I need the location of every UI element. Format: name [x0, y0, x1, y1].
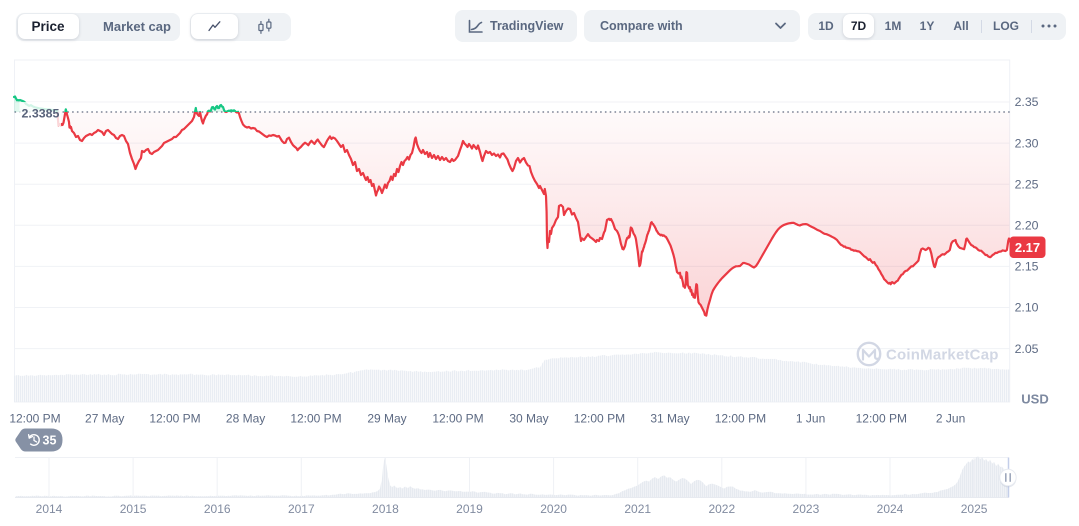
svg-text:12:00 PM: 12:00 PM — [9, 412, 60, 426]
svg-text:2.20: 2.20 — [1015, 219, 1039, 233]
svg-text:2.15: 2.15 — [1015, 260, 1039, 274]
svg-text:30 May: 30 May — [509, 412, 548, 426]
svg-text:2019: 2019 — [456, 502, 483, 516]
svg-text:2016: 2016 — [204, 502, 231, 516]
svg-text:31 May: 31 May — [650, 412, 689, 426]
svg-text:2022: 2022 — [708, 502, 735, 516]
svg-text:2024: 2024 — [877, 502, 904, 516]
svg-text:2018: 2018 — [372, 502, 399, 516]
svg-text:2.35: 2.35 — [1015, 95, 1039, 109]
svg-text:12:00 PM: 12:00 PM — [432, 412, 483, 426]
svg-text:2017: 2017 — [288, 502, 315, 516]
svg-text:CoinMarketCap: CoinMarketCap — [886, 347, 999, 364]
svg-text:2015: 2015 — [120, 502, 147, 516]
svg-text:2.25: 2.25 — [1015, 177, 1039, 191]
svg-text:2021: 2021 — [624, 502, 651, 516]
svg-text:2025: 2025 — [961, 502, 988, 516]
svg-text:2.10: 2.10 — [1015, 301, 1039, 315]
svg-text:2023: 2023 — [793, 502, 820, 516]
svg-text:12:00 PM: 12:00 PM — [149, 412, 200, 426]
svg-text:2.05: 2.05 — [1015, 342, 1039, 356]
svg-text:USD: USD — [1021, 392, 1048, 407]
svg-text:28 May: 28 May — [226, 412, 265, 426]
svg-text:35: 35 — [43, 434, 57, 448]
svg-text:2.30: 2.30 — [1015, 136, 1039, 150]
svg-text:1 Jun: 1 Jun — [796, 412, 825, 426]
svg-text:12:00 PM: 12:00 PM — [574, 412, 625, 426]
svg-text:2020: 2020 — [540, 502, 567, 516]
svg-text:29 May: 29 May — [367, 412, 406, 426]
svg-text:2.17: 2.17 — [1015, 240, 1040, 255]
svg-text:12:00 PM: 12:00 PM — [290, 412, 341, 426]
svg-text:27 May: 27 May — [85, 412, 124, 426]
svg-text:2.3385: 2.3385 — [22, 107, 60, 121]
svg-text:2 Jun: 2 Jun — [936, 412, 965, 426]
svg-text:2014: 2014 — [36, 502, 63, 516]
svg-text:12:00 PM: 12:00 PM — [856, 412, 907, 426]
svg-text:12:00 PM: 12:00 PM — [715, 412, 766, 426]
